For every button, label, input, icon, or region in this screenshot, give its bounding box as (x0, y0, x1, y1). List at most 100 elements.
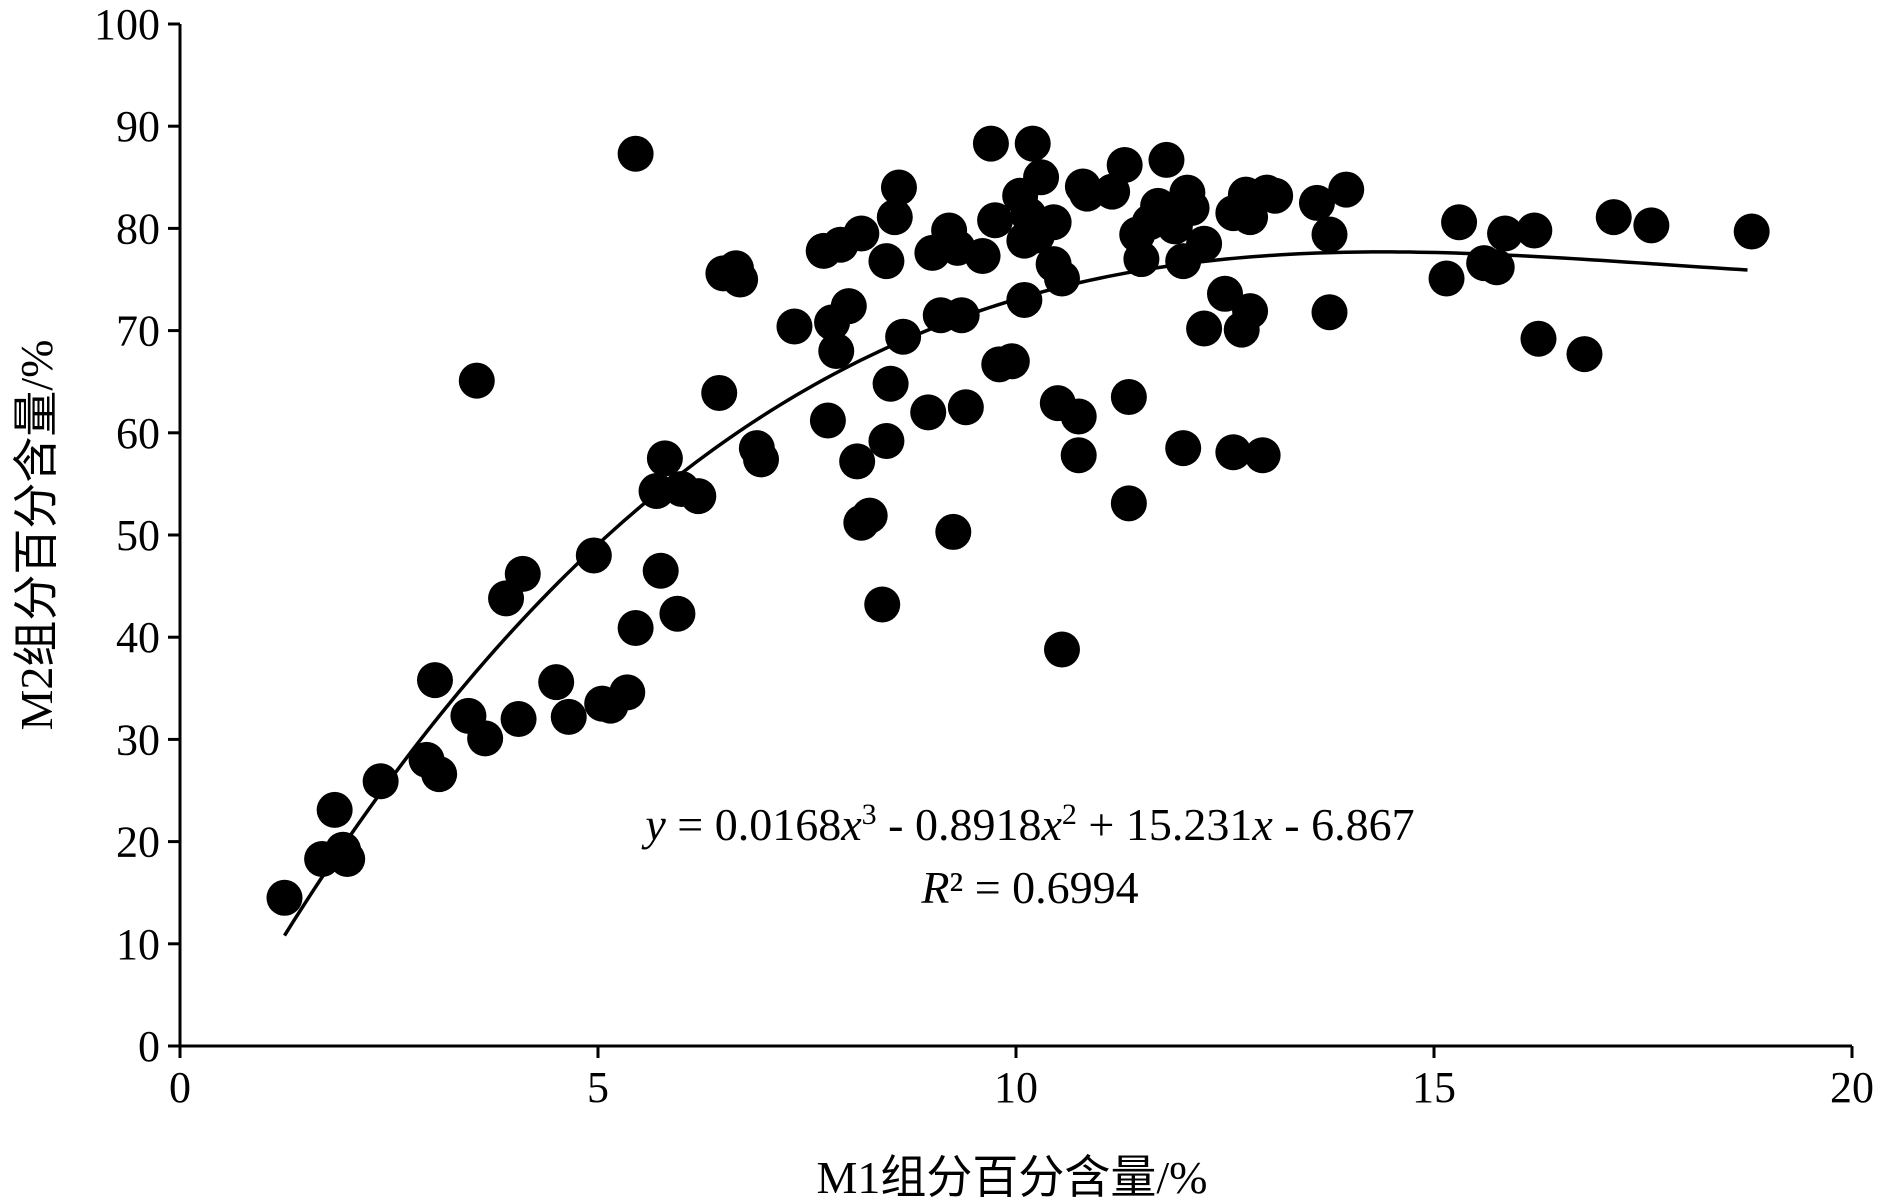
data-point (880, 169, 917, 206)
y-tick-label: 70 (116, 307, 160, 356)
y-tick-label: 50 (116, 511, 160, 560)
data-point (1566, 336, 1603, 373)
data-point (993, 343, 1030, 380)
data-point (872, 365, 909, 402)
x-tick-label: 10 (994, 1063, 1038, 1112)
data-point (1110, 379, 1147, 416)
data-point (743, 441, 780, 478)
data-point (964, 237, 1001, 274)
data-point (500, 700, 537, 737)
y-tick-label: 80 (116, 204, 160, 253)
data-point (617, 610, 654, 647)
data-point (329, 840, 366, 877)
data-point (1165, 430, 1202, 467)
y-tick-label: 0 (138, 1022, 160, 1071)
data-point (1232, 293, 1269, 330)
data-point (1257, 177, 1294, 214)
data-point (416, 662, 453, 699)
x-tick-label: 20 (1830, 1063, 1874, 1112)
data-point (947, 389, 984, 426)
x-tick-label: 15 (1412, 1063, 1456, 1112)
data-point (1186, 225, 1223, 262)
data-point (642, 552, 679, 589)
data-point (1186, 310, 1223, 347)
data-point (910, 394, 947, 431)
x-ticks: 0 5 10 15 20 (169, 1046, 1874, 1112)
data-point (1328, 171, 1365, 208)
eq-y: y (641, 799, 666, 850)
data-point (1733, 213, 1770, 250)
y-tick-label: 90 (116, 102, 160, 151)
data-point (1311, 294, 1348, 331)
data-point (977, 202, 1014, 239)
data-point (943, 297, 980, 334)
data-point (1244, 437, 1281, 474)
data-point (1428, 260, 1465, 297)
data-point (1516, 212, 1553, 249)
data-point (701, 374, 738, 411)
data-point (843, 215, 880, 252)
y-tick-label: 20 (116, 818, 160, 867)
data-point (575, 537, 612, 574)
data-point (1298, 184, 1335, 221)
axes: 0 5 10 15 20 0 10 20 30 40 50 60 70 80 90 100 (94, 0, 1874, 1112)
data-point (972, 125, 1009, 162)
eq-power-2: 2 (1062, 798, 1077, 831)
data-point (776, 308, 813, 345)
data-point (680, 478, 717, 515)
data-point (1014, 125, 1051, 162)
eq-x-3: x (1251, 799, 1273, 850)
data-point (818, 333, 855, 370)
eq-x-2: x (1041, 799, 1063, 850)
data-point (722, 261, 759, 298)
x-tick-label: 0 (169, 1063, 191, 1112)
data-point (458, 362, 495, 399)
data-point (266, 879, 303, 916)
data-point (839, 443, 876, 480)
data-point (1148, 141, 1185, 178)
data-point (1023, 159, 1060, 196)
eq-power-3: 3 (862, 798, 877, 831)
data-point (1595, 199, 1632, 236)
data-point (876, 199, 913, 236)
data-point (609, 674, 646, 711)
data-point (830, 288, 867, 325)
data-point (1311, 216, 1348, 253)
data-point (1215, 434, 1252, 471)
data-point (1060, 398, 1097, 435)
y-axis-title: M2组分百分含量/% (11, 340, 62, 731)
data-point (1106, 147, 1143, 184)
data-point (851, 497, 888, 534)
data-point (550, 698, 587, 735)
trendline-curve (283, 250, 1748, 937)
data-point (935, 513, 972, 550)
data-point (1043, 631, 1080, 668)
data-point (1110, 485, 1147, 522)
data-point (1060, 437, 1097, 474)
y-tick-label: 10 (116, 920, 160, 969)
data-point (1478, 249, 1515, 286)
data-point (1207, 275, 1243, 312)
y-tick-label: 30 (116, 715, 160, 764)
eq-part-2: - 0.8918 (877, 799, 1042, 850)
data-point (864, 586, 901, 623)
data-point (1006, 281, 1043, 318)
eq-part-3: + 15.231 (1077, 799, 1252, 850)
y-tick-label: 100 (94, 0, 160, 49)
data-point (1441, 204, 1478, 241)
data-point (646, 440, 683, 477)
data-point (504, 555, 541, 592)
data-point (1173, 189, 1210, 226)
eq-part-4: - 6.867 (1273, 799, 1415, 850)
data-point (362, 763, 399, 800)
eq-part-1: = 0.0168 (666, 799, 841, 850)
data-point (868, 422, 905, 459)
data-point (617, 135, 654, 172)
data-point (1035, 204, 1072, 241)
data-point (1633, 207, 1670, 244)
y-tick-label: 60 (116, 409, 160, 458)
data-point (467, 720, 504, 757)
points-layer (266, 125, 1770, 916)
trendline-equation: y = 0.0168x3 - 0.8918x2 + 15.231x - 6.86… (641, 798, 1414, 850)
